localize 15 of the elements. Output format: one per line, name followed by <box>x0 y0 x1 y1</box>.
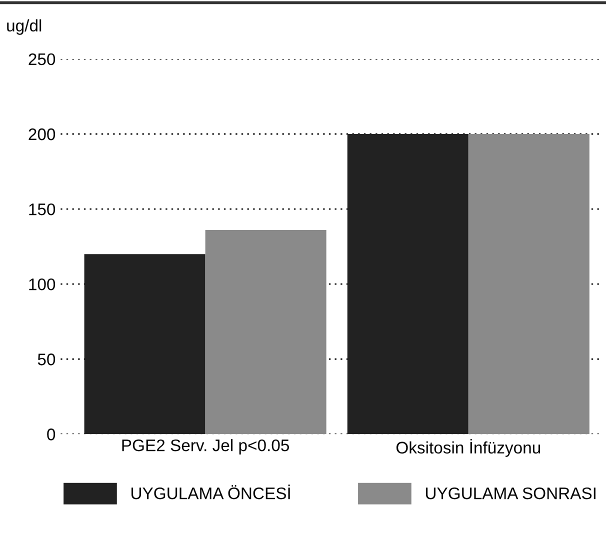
x-tick-label: Oksitosin İnfüzyonu <box>396 439 540 457</box>
x-tick-label: PGE2 Serv. Jel p<0.05 <box>122 439 289 455</box>
legend-label: UYGULAMA ÖNCESİ <box>132 484 290 500</box>
y-tick-label: 250 <box>28 53 56 66</box>
bar <box>205 230 326 434</box>
y-axis-title: ug/dl <box>7 19 42 35</box>
y-tick-label: 50 <box>38 354 56 366</box>
bar <box>84 254 206 434</box>
bar <box>468 134 590 434</box>
bar <box>347 134 468 434</box>
y-tick-label: 100 <box>29 278 56 290</box>
legend-label: UYGULAMA SONRASI <box>426 487 596 500</box>
y-tick-label: 0 <box>47 428 56 440</box>
y-tick-label: 200 <box>28 128 56 140</box>
y-tick-label: 150 <box>29 203 56 216</box>
